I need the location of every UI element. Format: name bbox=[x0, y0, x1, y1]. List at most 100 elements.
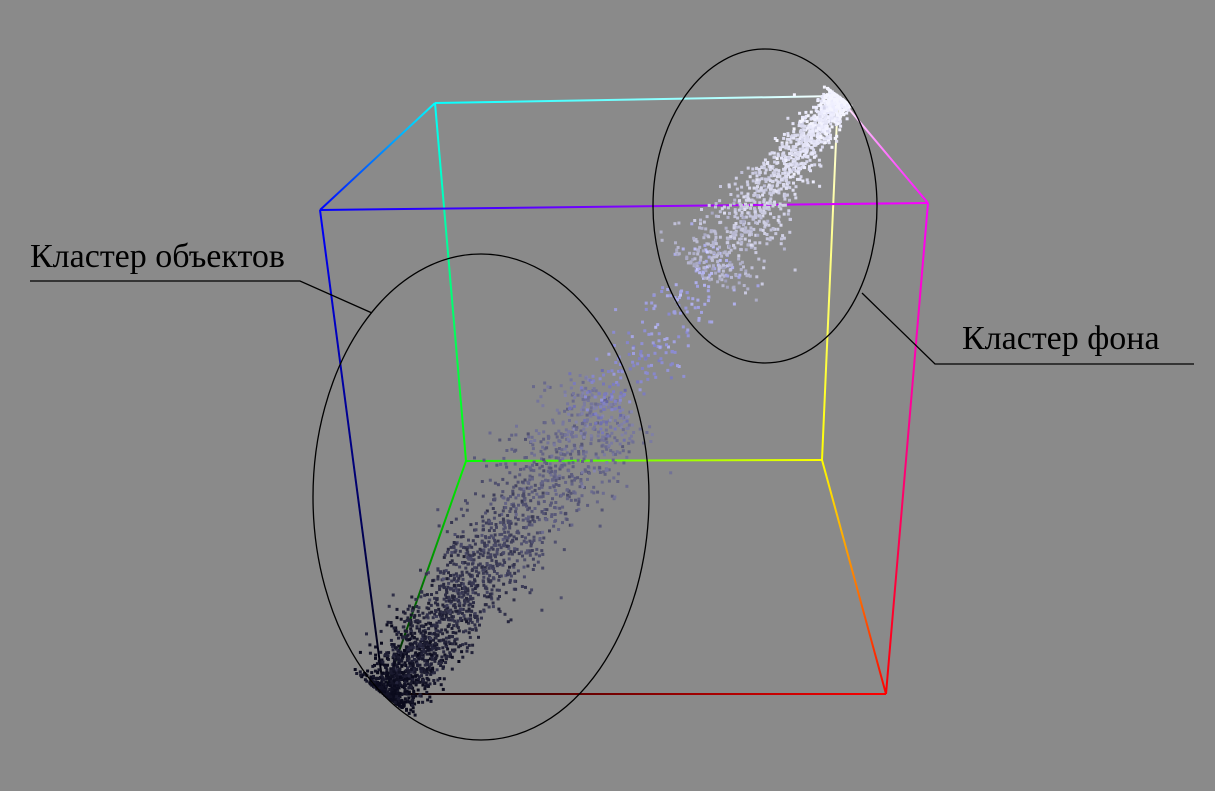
cube-edge-red-magenta bbox=[885, 202, 929, 695]
color-point bbox=[561, 505, 565, 509]
color-point bbox=[765, 233, 769, 236]
color-point bbox=[592, 413, 596, 416]
color-point bbox=[706, 265, 709, 269]
color-point bbox=[474, 626, 478, 630]
color-point bbox=[765, 201, 769, 205]
color-point bbox=[836, 122, 840, 126]
color-point bbox=[677, 335, 681, 339]
color-point bbox=[401, 702, 405, 706]
color-point bbox=[726, 215, 730, 219]
color-point bbox=[438, 610, 442, 614]
color-point bbox=[729, 236, 733, 240]
color-point bbox=[527, 435, 531, 439]
color-point bbox=[733, 246, 737, 250]
color-point bbox=[607, 352, 611, 356]
color-point bbox=[782, 176, 786, 180]
color-point bbox=[435, 615, 438, 618]
color-point bbox=[443, 653, 447, 657]
color-point bbox=[835, 111, 839, 115]
color-point bbox=[444, 642, 448, 646]
color-point bbox=[434, 636, 438, 640]
color-point bbox=[474, 528, 478, 532]
color-point bbox=[724, 279, 728, 283]
color-point bbox=[450, 655, 454, 659]
color-point bbox=[433, 596, 437, 600]
color-point bbox=[465, 548, 469, 552]
color-point bbox=[445, 588, 448, 591]
color-point bbox=[744, 215, 748, 219]
color-point bbox=[794, 145, 798, 149]
color-point bbox=[427, 678, 431, 682]
color-point bbox=[673, 222, 677, 226]
color-point bbox=[823, 117, 827, 121]
color-point bbox=[523, 456, 527, 460]
color-point bbox=[403, 680, 407, 684]
color-point bbox=[758, 201, 762, 205]
color-point bbox=[490, 522, 493, 526]
color-point bbox=[464, 499, 467, 503]
color-point bbox=[571, 435, 575, 439]
color-point bbox=[570, 482, 574, 486]
color-point bbox=[537, 432, 541, 435]
color-point bbox=[665, 337, 669, 341]
color-point bbox=[558, 506, 562, 510]
color-point bbox=[381, 676, 385, 680]
color-point bbox=[652, 372, 656, 376]
color-point bbox=[839, 114, 843, 118]
color-point bbox=[466, 592, 470, 596]
color-point bbox=[533, 439, 537, 442]
color-point bbox=[781, 153, 785, 157]
color-point bbox=[593, 425, 596, 429]
color-point bbox=[395, 674, 399, 678]
color-point bbox=[727, 183, 731, 187]
color-point bbox=[444, 655, 448, 659]
color-point bbox=[540, 481, 544, 485]
color-point bbox=[776, 152, 780, 156]
color-point bbox=[598, 524, 602, 528]
color-point bbox=[521, 494, 525, 498]
color-point bbox=[613, 407, 617, 411]
color-point bbox=[407, 686, 411, 690]
color-point bbox=[552, 421, 556, 425]
color-point bbox=[461, 530, 465, 534]
color-point bbox=[707, 264, 711, 268]
color-point bbox=[452, 589, 456, 593]
color-point bbox=[580, 442, 584, 446]
color-point bbox=[586, 418, 589, 422]
color-point bbox=[615, 439, 619, 443]
color-point bbox=[406, 616, 410, 620]
color-point bbox=[721, 263, 725, 267]
color-point bbox=[829, 137, 833, 141]
color-point bbox=[405, 679, 409, 683]
color-point bbox=[391, 698, 395, 702]
color-point bbox=[768, 199, 772, 203]
color-point bbox=[779, 242, 783, 246]
color-point bbox=[599, 409, 603, 413]
color-point bbox=[824, 128, 828, 132]
color-point bbox=[675, 248, 679, 252]
color-point bbox=[487, 579, 491, 583]
color-point bbox=[639, 380, 643, 384]
color-point bbox=[403, 688, 407, 691]
color-point bbox=[438, 584, 441, 588]
color-point bbox=[463, 590, 467, 594]
color-point bbox=[465, 649, 469, 653]
color-point bbox=[569, 452, 573, 456]
color-point bbox=[483, 594, 486, 598]
color-point bbox=[376, 680, 380, 684]
color-point bbox=[514, 496, 518, 500]
color-point bbox=[623, 393, 626, 396]
color-point bbox=[714, 214, 718, 218]
color-point bbox=[711, 240, 715, 244]
color-point bbox=[472, 558, 476, 562]
color-point bbox=[793, 153, 797, 157]
color-point bbox=[397, 697, 401, 701]
color-point bbox=[495, 588, 499, 592]
color-point bbox=[599, 405, 603, 409]
color-point bbox=[444, 628, 448, 632]
color-point bbox=[711, 267, 715, 271]
color-point bbox=[806, 181, 810, 185]
color-point bbox=[818, 117, 822, 121]
color-point bbox=[539, 440, 543, 444]
color-point bbox=[704, 269, 708, 273]
